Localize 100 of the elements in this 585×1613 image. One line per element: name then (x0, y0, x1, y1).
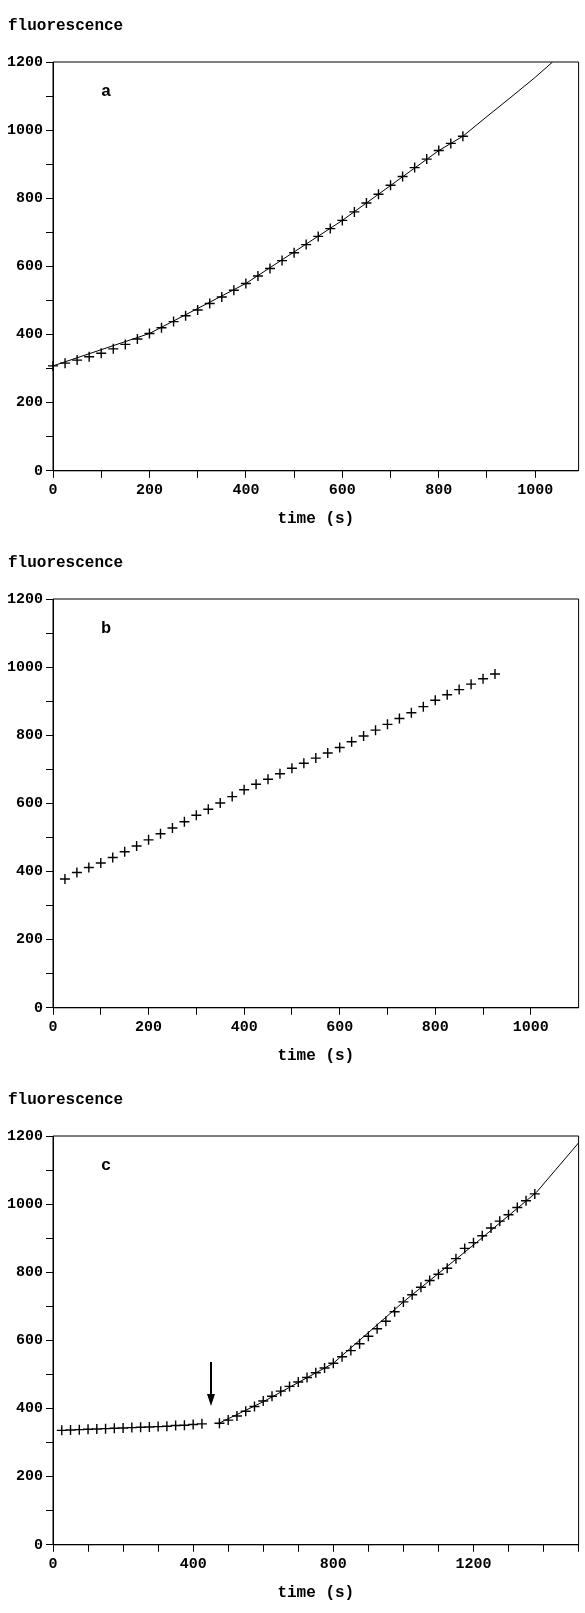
point (179, 310, 192, 322)
point (336, 214, 349, 227)
point (178, 1419, 191, 1431)
point (191, 304, 204, 316)
point (476, 1230, 488, 1242)
point (345, 736, 358, 748)
point (300, 238, 312, 251)
point (142, 834, 155, 846)
point (292, 1376, 304, 1388)
point (432, 1268, 445, 1281)
point (143, 1421, 156, 1433)
point (238, 784, 250, 796)
point (298, 757, 310, 769)
y-tick-label: 600 (15, 258, 44, 276)
y-axis-title: fluorescence (8, 17, 124, 35)
point (324, 222, 336, 235)
point (248, 1400, 261, 1413)
point (453, 683, 465, 696)
point (397, 1296, 410, 1308)
y-tick-label: 1200 (6, 590, 44, 608)
point (288, 247, 300, 259)
point (357, 730, 370, 742)
x-tick-label: 400 (230, 1018, 258, 1036)
y-tick-label: 800 (15, 190, 44, 208)
point (134, 1421, 147, 1433)
point (371, 1323, 383, 1335)
y-tick-label: 800 (15, 1264, 44, 1282)
point (465, 678, 477, 690)
point (107, 851, 119, 864)
point (178, 816, 191, 828)
point (312, 230, 324, 243)
point (130, 840, 143, 852)
point (95, 347, 107, 359)
point (441, 1262, 453, 1274)
x-tick-label: 0 (48, 481, 58, 499)
point (286, 762, 298, 775)
point (169, 1419, 182, 1432)
point (511, 1201, 523, 1214)
point (310, 752, 322, 764)
point (384, 179, 397, 192)
point (152, 1420, 164, 1433)
point (155, 322, 168, 334)
point (166, 822, 179, 834)
annotation: c (101, 1156, 112, 1175)
x-tick-label: 0 (48, 1555, 58, 1573)
point (372, 188, 385, 200)
x-tick-label: 1200 (455, 1555, 492, 1573)
point (56, 1424, 68, 1437)
y-tick-label: 400 (15, 863, 44, 881)
point (459, 1242, 471, 1255)
point (154, 828, 167, 840)
x-tick-label: 1000 (512, 1018, 549, 1036)
point (381, 718, 394, 731)
point (421, 153, 433, 165)
x-axis-title: time (s) (277, 510, 355, 529)
point (250, 778, 262, 791)
point (283, 1380, 296, 1393)
point (275, 1385, 287, 1397)
point (406, 1289, 418, 1301)
y-tick-label: 200 (15, 1468, 44, 1486)
x-tick-label: 200 (135, 1018, 163, 1036)
point (445, 137, 457, 150)
y-tick-label: 0 (33, 999, 44, 1017)
point (167, 315, 180, 328)
y-tick-label: 0 (33, 1536, 44, 1554)
x-tick-label: 0 (48, 1018, 58, 1036)
y-tick-label: 200 (15, 394, 44, 412)
point (301, 1371, 313, 1384)
point (467, 1236, 480, 1249)
y-tick-label: 600 (15, 1332, 44, 1350)
point (202, 803, 214, 815)
point (118, 846, 131, 858)
x-tick-label: 400 (179, 1555, 207, 1573)
point (108, 1422, 121, 1434)
point (257, 1395, 269, 1407)
y-tick-label: 0 (33, 462, 44, 480)
point (408, 161, 421, 174)
point (388, 1306, 401, 1318)
point (82, 1423, 94, 1436)
x-tick-label: 800 (421, 1018, 449, 1036)
x-tick-label: 400 (232, 481, 260, 499)
point (353, 1338, 366, 1350)
point (276, 254, 288, 267)
point (83, 861, 95, 874)
point (131, 333, 144, 345)
point (222, 1414, 234, 1426)
annotation: a (101, 82, 112, 101)
x-axis-title: time (s) (277, 1584, 355, 1603)
point (318, 1362, 331, 1374)
point (423, 1274, 436, 1287)
y-tick-label: 1000 (6, 658, 44, 676)
point (417, 700, 430, 713)
point (362, 1330, 375, 1343)
point (226, 790, 238, 803)
y-tick-label: 1200 (6, 1127, 44, 1145)
point (494, 1215, 506, 1227)
point (71, 354, 83, 366)
point (117, 1422, 129, 1434)
point (433, 144, 445, 157)
point (429, 694, 441, 706)
